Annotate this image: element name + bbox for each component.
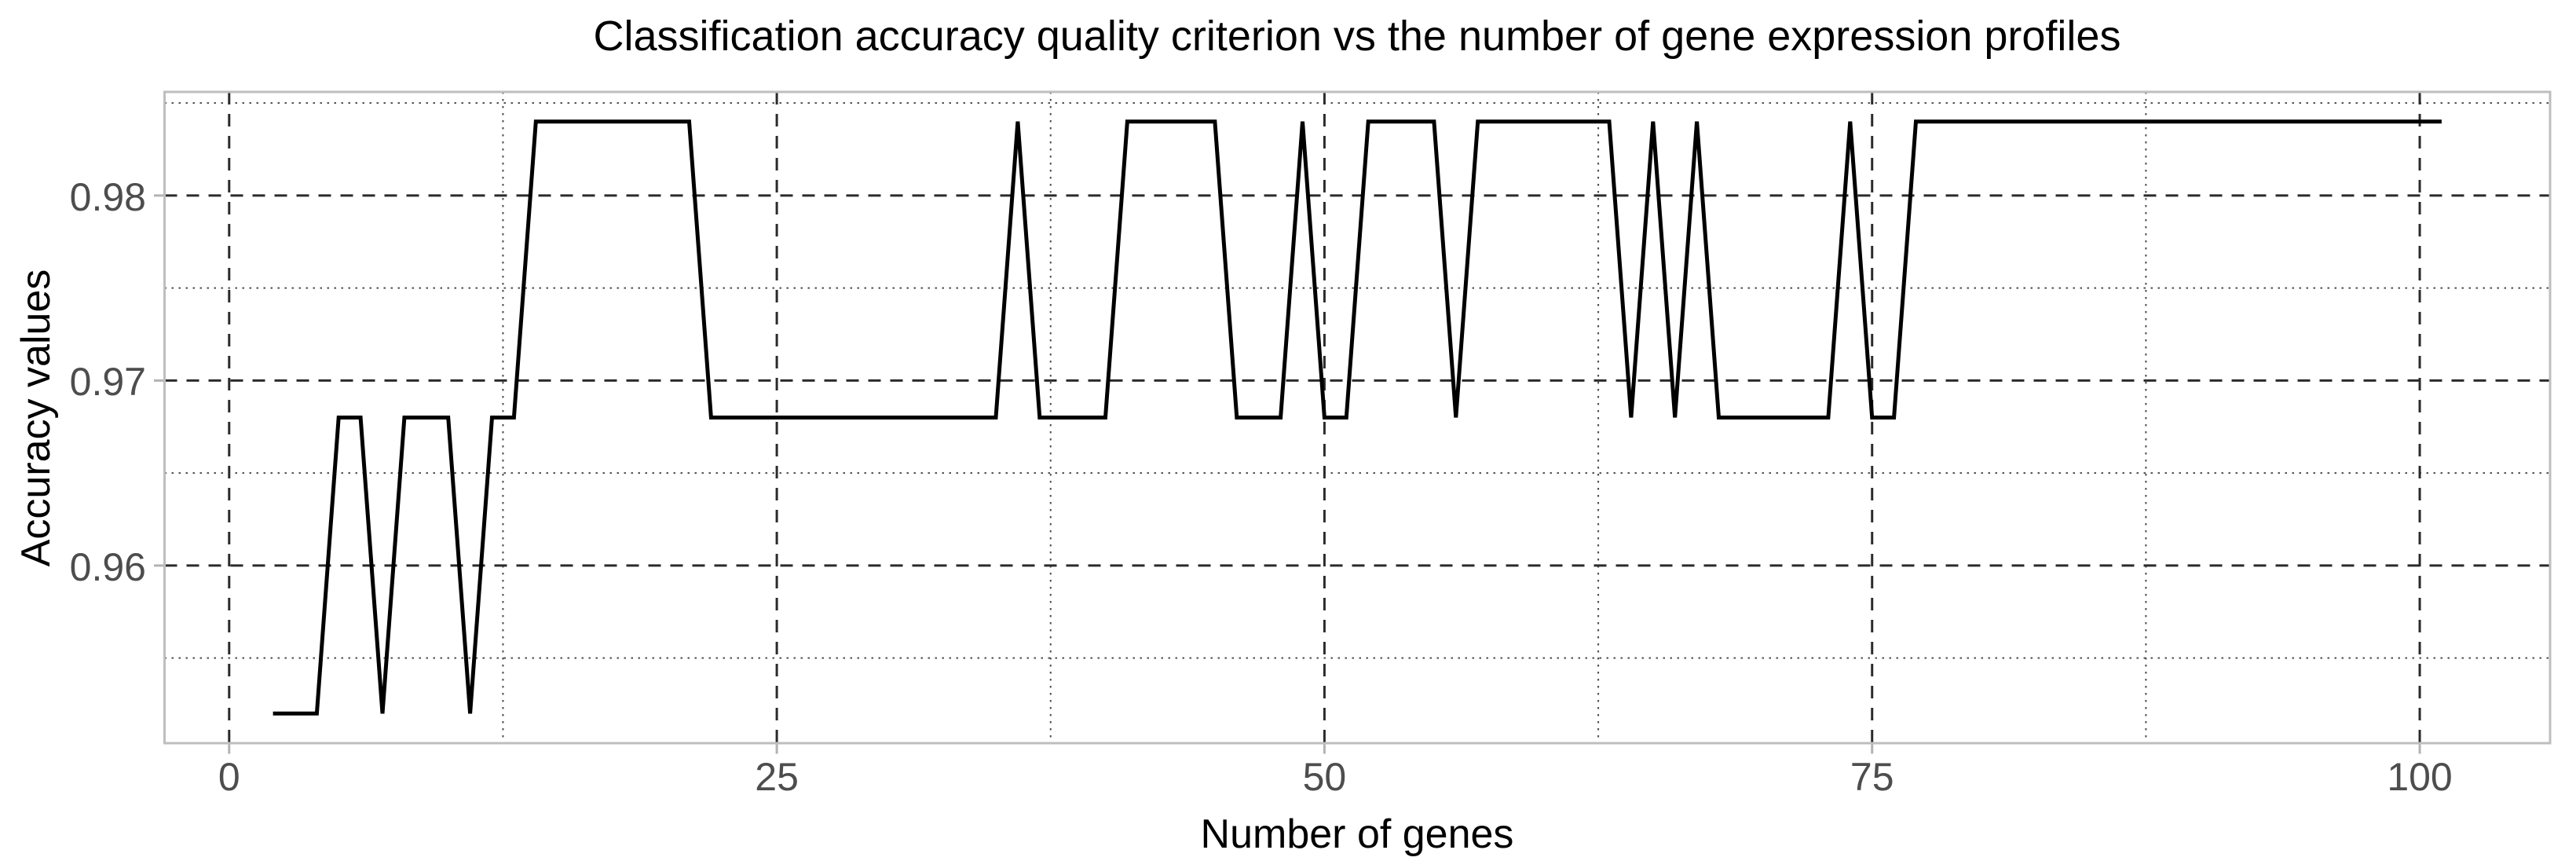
y-tick-label: 0.96: [69, 544, 146, 589]
y-tick-label: 0.98: [69, 174, 146, 219]
x-tick-label: 25: [755, 755, 799, 799]
x-tick-label: 50: [1302, 755, 1347, 799]
y-tick-label: 0.97: [69, 360, 146, 405]
x-tick-label: 100: [2387, 755, 2453, 799]
x-tick-label: 75: [1850, 755, 1894, 799]
accuracy-line-series: [273, 119, 2442, 716]
x-axis-title: Number of genes: [1200, 812, 1514, 857]
x-tick-label: 0: [218, 755, 240, 799]
panel-border: [163, 90, 2552, 745]
chart-title: Classification accuracy quality criterio…: [593, 13, 2121, 60]
